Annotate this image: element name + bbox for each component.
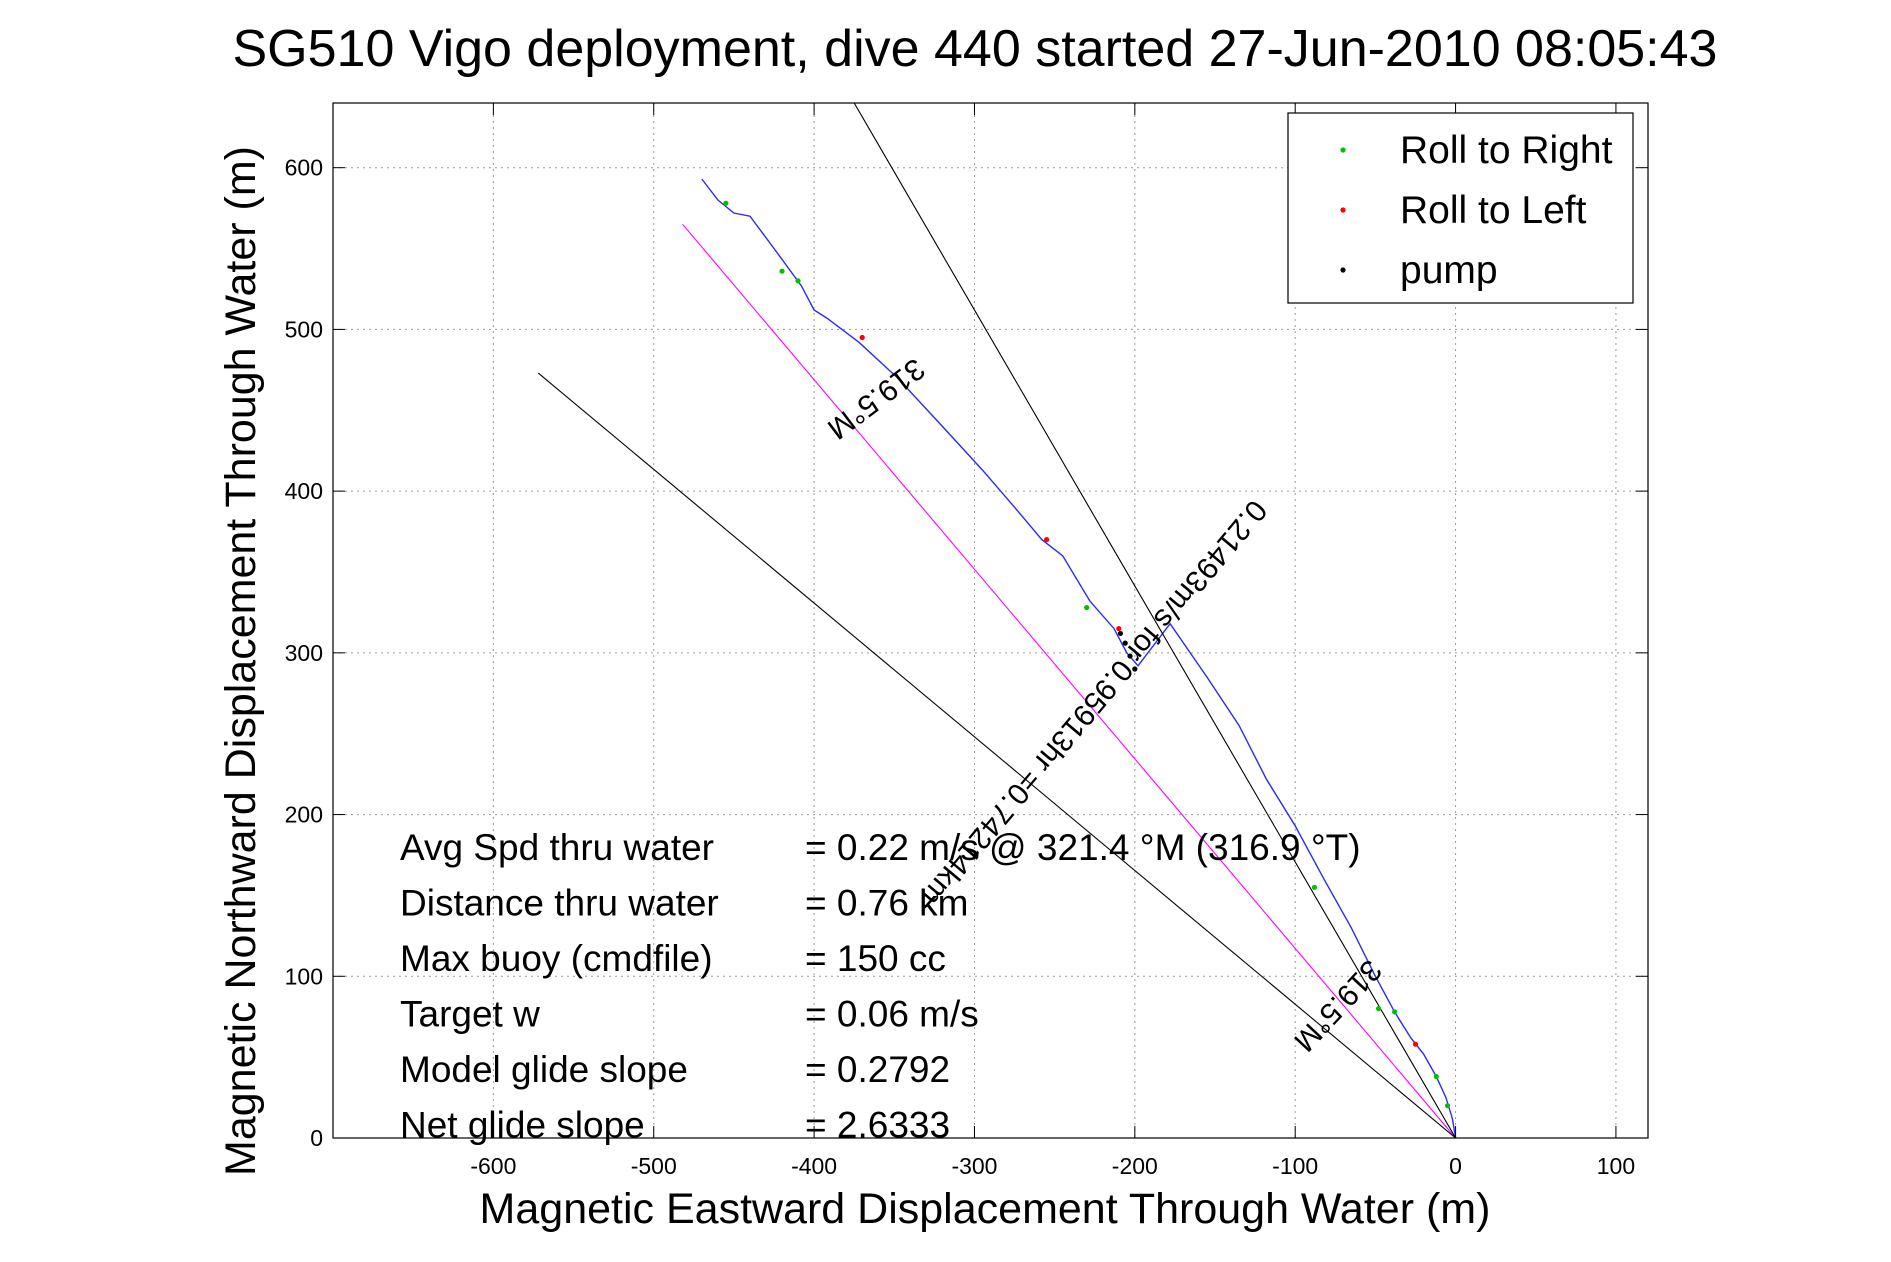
y-tick-label: 0 — [310, 1125, 323, 1151]
y-tick-label: 400 — [285, 478, 323, 504]
pump-point — [1127, 653, 1133, 659]
legend-label: Roll to Left — [1400, 189, 1587, 232]
roll-to-right-point — [1392, 1009, 1398, 1015]
stat-value: = 0.06 m/s — [805, 994, 979, 1035]
roll-to-right-point — [779, 268, 785, 274]
roll-to-right-point — [795, 278, 801, 284]
y-tick-label: 200 — [285, 802, 323, 828]
roll-to-left-point — [1044, 537, 1050, 543]
bound-2-line — [537, 372, 1456, 1139]
x-tick-label: 0 — [1449, 1153, 1462, 1179]
roll-to-right-point — [723, 200, 729, 206]
x-tick-label: -100 — [1272, 1153, 1318, 1179]
y-tick-label: 600 — [285, 155, 323, 181]
x-tick-label: -500 — [631, 1153, 677, 1179]
pump-point — [1122, 640, 1128, 646]
stat-value: = 0.22 m/s @ 321.4 °M (316.9 °T) — [805, 827, 1361, 868]
stat-label: Distance thru water — [400, 883, 719, 924]
ticks: -600 -500 -400 -300 -200 -100 0 100 0 100 200 300 40… — [285, 103, 1648, 1179]
y-tick-label: 100 — [285, 963, 323, 989]
x-tick-label: -300 — [951, 1153, 997, 1179]
roll-to-right-point — [1375, 1006, 1382, 1012]
y-tick-label: 300 — [285, 640, 323, 666]
stat-label: Target w — [400, 994, 540, 1035]
heading-line-line — [682, 223, 1457, 1139]
chart-title: SG510 Vigo deployment, dive 440 started … — [233, 20, 1718, 78]
stat-label: Net glide slope — [400, 1105, 645, 1146]
stat-label: Model glide slope — [400, 1049, 688, 1090]
roll-to-right-point — [1444, 1103, 1451, 1109]
pump-point — [1132, 666, 1138, 672]
stat-value: = 2.6333 — [805, 1105, 950, 1146]
legend-box — [1287, 112, 1634, 304]
stats-block: Avg Spd thru water = 0.22 m/s @ 321.4 °M … — [400, 827, 1361, 1146]
legend: Roll to Right Roll to Left pump — [1287, 112, 1634, 304]
x-tick-label: -200 — [1112, 1153, 1158, 1179]
legend-label: pump — [1400, 249, 1498, 292]
roll-to-right-point — [1433, 1073, 1439, 1080]
grid — [333, 103, 1648, 1139]
stat-value: = 0.76 km — [805, 883, 969, 924]
x-tick-label: -600 — [470, 1153, 516, 1179]
axes-box — [332, 102, 1649, 1139]
stat-value: = 0.2792 — [805, 1049, 950, 1090]
y-axis-label: Magnetic Northward Displacement Through … — [217, 146, 265, 1176]
stat-label: Avg Spd thru water — [400, 827, 714, 868]
bound-1-line — [853, 102, 1457, 1139]
plot-markers — [723, 200, 1451, 1109]
stat-value: = 150 cc — [805, 938, 946, 979]
roll-to-right-point — [1311, 884, 1318, 890]
roll-to-right-point — [1084, 604, 1090, 611]
legend-marker — [1340, 147, 1346, 153]
pump-point — [1117, 630, 1123, 637]
track-line — [701, 178, 1457, 1139]
roll-to-left-point — [859, 334, 865, 341]
y-tick-label: 500 — [285, 316, 323, 342]
roll-to-left-point — [1412, 1041, 1419, 1047]
roll-to-left-point — [1116, 625, 1122, 632]
x-tick-label: 100 — [1597, 1153, 1635, 1179]
legend-label: Roll to Right — [1400, 129, 1613, 172]
x-axis-label: Magnetic Eastward Displacement Through W… — [480, 1185, 1491, 1233]
legend-marker — [1340, 207, 1346, 213]
x-tick-label: -400 — [791, 1153, 837, 1179]
stat-label: Max buoy (cmdfile) — [400, 938, 713, 979]
plot-lines — [537, 102, 1457, 1139]
legend-marker — [1340, 267, 1346, 273]
